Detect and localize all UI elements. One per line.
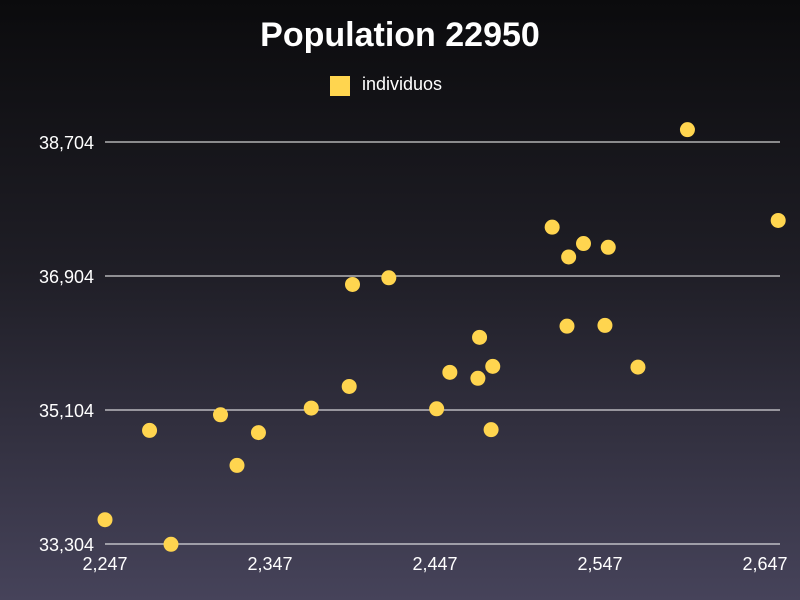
y-axis-ticks: 38,704 36,904 35,104 33,304 [39, 133, 94, 555]
y-tick-label: 36,904 [39, 267, 94, 287]
y-tick-label: 35,104 [39, 401, 94, 421]
data-point [381, 270, 397, 286]
x-tick-label: 2,347 [247, 554, 292, 574]
data-point [544, 219, 560, 235]
data-point [345, 276, 360, 292]
data-point [97, 512, 113, 528]
data-point [303, 400, 319, 416]
data-point [561, 249, 577, 265]
data-point [472, 329, 488, 345]
data-point [600, 239, 616, 255]
grid-lines [105, 141, 780, 545]
data-point [229, 457, 245, 473]
chart-title: Population 22950 [260, 16, 540, 54]
data-point [213, 407, 228, 423]
x-tick-label: 2,447 [412, 554, 457, 574]
data-point [250, 425, 266, 441]
data-point [142, 422, 158, 438]
data-point [442, 364, 458, 380]
legend-swatch [330, 76, 350, 96]
legend: individuos [330, 74, 442, 96]
data-point [679, 122, 695, 138]
data-point [163, 536, 179, 552]
data-point [630, 359, 646, 375]
x-axis-ticks: 2,247 2,347 2,447 2,547 2,647 [82, 554, 787, 574]
data-point [483, 422, 499, 438]
data-point [576, 236, 591, 252]
data-point [485, 358, 501, 374]
data-point [429, 401, 445, 417]
x-tick-label: 2,547 [577, 554, 622, 574]
y-tick-label: 33,304 [39, 535, 94, 555]
x-tick-label: 2,647 [742, 554, 787, 574]
x-tick-label: 2,247 [82, 554, 127, 574]
data-point [770, 212, 786, 228]
data-point [470, 370, 486, 386]
y-tick-label: 38,704 [39, 133, 94, 153]
data-point [597, 317, 613, 333]
data-point [341, 378, 357, 394]
data-point [559, 318, 575, 334]
legend-label: individuos [362, 74, 442, 94]
data-points [97, 122, 786, 552]
